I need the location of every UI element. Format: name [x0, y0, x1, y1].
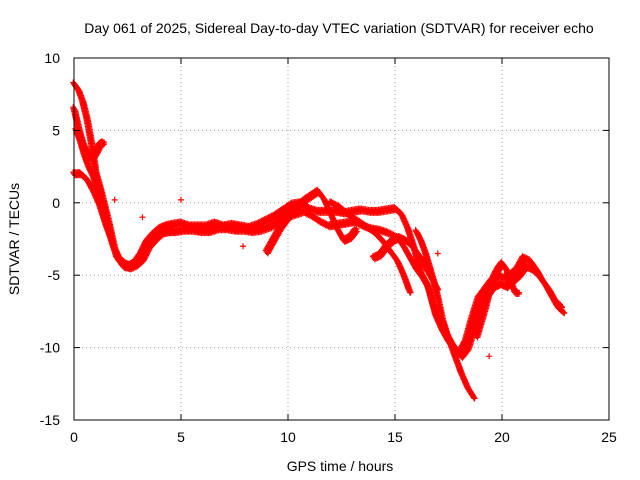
series-track-2 — [72, 125, 568, 361]
series-track-5 — [262, 186, 360, 257]
series-track-9 — [472, 259, 523, 341]
data-point — [434, 250, 441, 257]
data-point — [434, 286, 441, 293]
series-outliers — [111, 196, 493, 360]
data-points — [70, 79, 568, 402]
data-point — [486, 353, 493, 360]
series-track-6 — [327, 198, 414, 296]
data-point — [516, 289, 523, 296]
data-point — [471, 395, 478, 402]
data-point — [139, 214, 146, 221]
series-track-3 — [70, 169, 135, 271]
data-point — [128, 263, 135, 270]
plot-frame — [73, 57, 610, 421]
data-point — [240, 243, 247, 250]
data-point — [100, 138, 107, 145]
data-point — [561, 309, 568, 316]
data-point — [405, 286, 412, 293]
data-point — [406, 289, 413, 296]
data-point — [178, 196, 184, 203]
data-point — [353, 225, 360, 232]
series-track-8 — [369, 232, 442, 293]
axis-ticks — [73, 57, 610, 421]
series-track-7 — [412, 227, 478, 402]
data-point — [111, 196, 118, 203]
